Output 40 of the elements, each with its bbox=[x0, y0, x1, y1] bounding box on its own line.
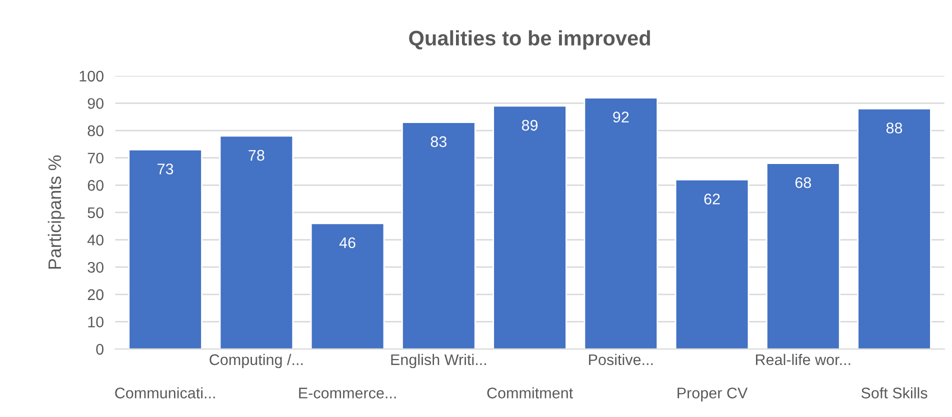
data-label: 46 bbox=[339, 237, 356, 248]
y-tick-label: 0 bbox=[96, 344, 104, 355]
data-label: 88 bbox=[886, 122, 902, 134]
data-label: 92 bbox=[613, 112, 629, 123]
y-tick-label: 20 bbox=[88, 289, 104, 300]
x-tick-label: Computing /... bbox=[210, 354, 303, 368]
y-tick-label: 30 bbox=[88, 262, 104, 273]
bar bbox=[584, 97, 658, 350]
bar bbox=[492, 105, 567, 350]
y-axis-title: Participants % bbox=[48, 155, 65, 269]
x-tick-label: Communicati... bbox=[115, 387, 215, 398]
y-tick-label: 80 bbox=[88, 125, 104, 136]
x-tick-label: Proper CV bbox=[678, 388, 748, 402]
bar bbox=[402, 122, 476, 350]
y-tick-label: 60 bbox=[88, 180, 104, 191]
bar bbox=[310, 222, 385, 350]
bar bbox=[674, 178, 750, 350]
bar bbox=[857, 108, 932, 350]
data-label: 73 bbox=[158, 164, 174, 174]
bar bbox=[219, 135, 294, 350]
x-tick-label: Soft Skills bbox=[861, 387, 928, 398]
x-tick-label: Commitment bbox=[487, 387, 573, 398]
y-tick-label: 50 bbox=[88, 207, 104, 218]
data-label: 62 bbox=[704, 194, 720, 204]
y-tick-label: 70 bbox=[88, 152, 104, 164]
bar bbox=[128, 148, 202, 350]
x-tick-label: Positive... bbox=[589, 354, 653, 366]
y-tick-label: 40 bbox=[87, 234, 104, 246]
data-label: 83 bbox=[430, 136, 446, 148]
y-tick-label: 90 bbox=[88, 98, 104, 109]
y-tick-label: 10 bbox=[88, 316, 104, 328]
y-tick-label: 100 bbox=[80, 70, 104, 82]
data-label: 78 bbox=[248, 150, 264, 161]
x-tick-label: Real-life wor... bbox=[756, 354, 850, 366]
x-tick-label: E-commerce... bbox=[299, 388, 396, 398]
bar bbox=[766, 162, 840, 350]
chart-title: Qualities to be improved bbox=[409, 30, 650, 50]
x-tick-label: English Writi... bbox=[391, 354, 486, 368]
data-label: 89 bbox=[522, 120, 538, 131]
data-label: 68 bbox=[795, 177, 811, 188]
